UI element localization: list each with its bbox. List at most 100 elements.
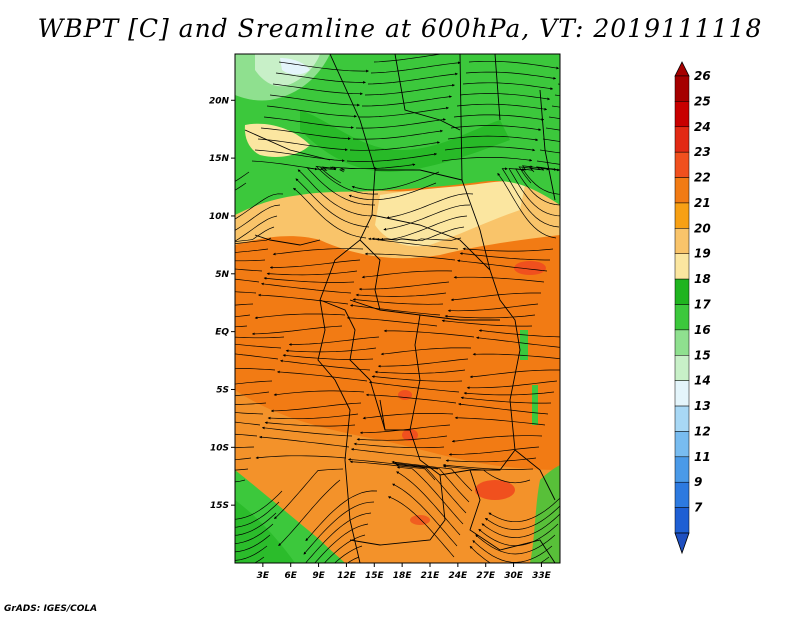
streamline bbox=[469, 545, 550, 563]
streamline bbox=[391, 460, 473, 492]
streamline bbox=[297, 169, 373, 217]
streamline bbox=[235, 204, 281, 231]
country-borders bbox=[244, 54, 556, 563]
colorbar-swatch bbox=[674, 431, 690, 458]
colorbar-swatch bbox=[674, 456, 690, 483]
colorbar-label: 25 bbox=[694, 94, 711, 108]
streamline bbox=[263, 116, 354, 129]
colorbar-swatch bbox=[674, 202, 690, 229]
streamline bbox=[251, 160, 334, 171]
streamline bbox=[557, 83, 560, 85]
wbpt-14-region bbox=[280, 58, 310, 75]
streamline bbox=[353, 442, 445, 449]
streamline bbox=[235, 248, 269, 253]
colorbar-label: 9 bbox=[694, 475, 702, 489]
streamline bbox=[373, 54, 444, 63]
streamline bbox=[472, 352, 560, 360]
streamline bbox=[235, 457, 252, 461]
streamline bbox=[458, 402, 549, 415]
streamline bbox=[459, 93, 551, 101]
streamline bbox=[285, 347, 377, 353]
colorbar-swatch bbox=[674, 253, 690, 280]
colorbar-label: 15 bbox=[694, 348, 711, 362]
streamline bbox=[501, 167, 560, 228]
streamline bbox=[377, 358, 469, 368]
colorbar-label: 21 bbox=[694, 196, 711, 210]
streamline bbox=[355, 292, 447, 297]
streamline bbox=[235, 343, 282, 349]
streamline bbox=[386, 193, 474, 219]
streamline bbox=[561, 73, 651, 78]
streamline bbox=[521, 166, 560, 195]
longitude-axis: 3E 6E 9E 12E 15E 18E 21E 24E 27E 30E 33E bbox=[257, 563, 552, 581]
lon-tick-label: 27E bbox=[476, 571, 496, 581]
streamline bbox=[235, 215, 278, 242]
colorbar-label: 12 bbox=[694, 424, 711, 438]
streamline bbox=[235, 237, 272, 245]
streamline bbox=[443, 465, 531, 484]
wbpt-17-region bbox=[235, 54, 560, 215]
streamline bbox=[260, 127, 351, 140]
colorbar-bottom-arrow bbox=[674, 532, 690, 555]
streamline bbox=[272, 248, 364, 256]
streamline bbox=[273, 390, 365, 397]
streamline bbox=[269, 259, 361, 269]
streamline bbox=[288, 336, 380, 346]
streamline bbox=[235, 291, 257, 294]
streamline bbox=[349, 304, 441, 316]
colorbar-swatch bbox=[674, 126, 690, 153]
streamline bbox=[370, 61, 461, 74]
streamline bbox=[259, 435, 350, 448]
streamline bbox=[295, 178, 370, 228]
streamline bbox=[451, 435, 543, 443]
streamline bbox=[270, 402, 362, 413]
map-title: WBPT [C] and Sreamline at 600hPa, VT: 20… bbox=[37, 14, 763, 43]
streamline bbox=[453, 275, 545, 283]
streamline bbox=[447, 135, 539, 142]
streamline bbox=[462, 247, 554, 252]
colorbar-label: 11 bbox=[694, 450, 711, 464]
streamline bbox=[349, 141, 441, 151]
streamline bbox=[275, 72, 366, 84]
streamline bbox=[235, 391, 270, 397]
streamline bbox=[235, 421, 261, 426]
streamline bbox=[355, 118, 446, 129]
streamline bbox=[481, 513, 560, 538]
wbpt-field bbox=[235, 54, 651, 563]
streamline bbox=[469, 369, 560, 379]
streamline bbox=[350, 447, 442, 459]
streamline bbox=[515, 165, 560, 206]
streamline bbox=[235, 226, 275, 242]
streamline bbox=[254, 313, 346, 320]
colorbar-swatch bbox=[674, 481, 690, 508]
streamline bbox=[466, 380, 558, 390]
streamline bbox=[235, 433, 258, 437]
wbpt-17-southeast bbox=[530, 465, 560, 563]
streamline bbox=[334, 545, 363, 563]
streamline bbox=[468, 60, 560, 70]
streamline bbox=[450, 292, 541, 302]
lat-tick-label: 15N bbox=[209, 154, 230, 164]
colorbar-swatch bbox=[674, 405, 690, 432]
colorbar-swatch bbox=[674, 278, 690, 305]
streamline bbox=[380, 347, 472, 356]
streamline bbox=[551, 105, 560, 108]
lon-tick-label: 33E bbox=[532, 571, 552, 581]
streamline bbox=[346, 152, 438, 162]
wbpt-19-northwest bbox=[244, 123, 310, 157]
streamline bbox=[351, 171, 440, 191]
streamline bbox=[348, 182, 437, 201]
streamline bbox=[349, 460, 436, 481]
streamline bbox=[367, 72, 458, 85]
streamline bbox=[374, 369, 466, 374]
colorbar-swatch bbox=[674, 304, 690, 331]
streamline bbox=[352, 129, 444, 140]
streamline bbox=[456, 103, 548, 111]
streamline bbox=[472, 540, 553, 563]
streamline bbox=[319, 166, 378, 184]
streamline bbox=[497, 172, 557, 239]
lon-tick-label: 24E bbox=[449, 571, 469, 581]
lon-tick-label: 21E bbox=[421, 571, 441, 581]
streamline bbox=[306, 167, 376, 206]
